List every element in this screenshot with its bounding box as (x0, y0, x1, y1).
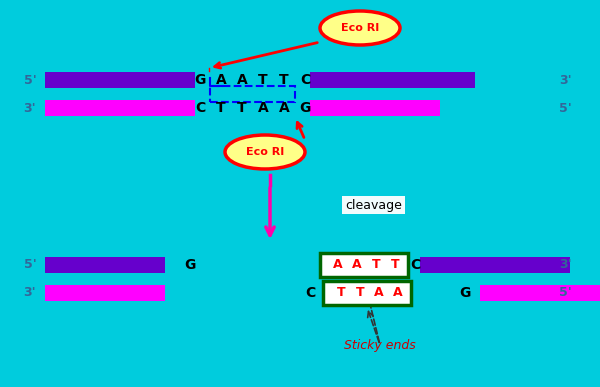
Text: G: G (299, 101, 311, 115)
Bar (480, 285, 600, 301)
Text: Eco RI: Eco RI (341, 23, 379, 33)
Bar (310, 72, 475, 88)
Bar (210, 86, 295, 102)
Text: A: A (278, 101, 289, 115)
Text: T: T (237, 101, 247, 115)
Bar (45, 285, 165, 301)
Text: C: C (300, 73, 310, 87)
Text: 3': 3' (559, 74, 571, 87)
Text: 5': 5' (559, 101, 571, 115)
Bar (320, 253, 408, 277)
Text: T: T (216, 101, 226, 115)
Text: A: A (374, 286, 384, 300)
Bar (420, 257, 570, 273)
Text: A: A (352, 259, 362, 272)
Text: A: A (215, 73, 226, 87)
Text: G: G (194, 73, 206, 87)
Text: A: A (257, 101, 268, 115)
Ellipse shape (320, 11, 400, 45)
Text: 5': 5' (23, 74, 37, 87)
Text: cleavage: cleavage (345, 199, 402, 212)
Text: C: C (305, 286, 315, 300)
Text: Eco RI: Eco RI (246, 147, 284, 157)
Text: 5': 5' (559, 286, 571, 300)
Text: A: A (393, 286, 403, 300)
Text: 3': 3' (23, 101, 37, 115)
Bar (45, 72, 195, 88)
Text: G: G (184, 258, 196, 272)
Bar (45, 100, 195, 116)
Text: 3': 3' (23, 286, 37, 300)
Text: Sticky ends: Sticky ends (344, 339, 416, 351)
Text: T: T (337, 286, 346, 300)
Bar (45, 257, 165, 273)
Bar (310, 100, 440, 116)
Text: T: T (258, 73, 268, 87)
Text: G: G (460, 286, 470, 300)
Text: T: T (371, 259, 380, 272)
Text: C: C (195, 101, 205, 115)
Text: C: C (410, 258, 420, 272)
Text: T: T (356, 286, 364, 300)
Ellipse shape (225, 135, 305, 169)
Bar (323, 281, 411, 305)
Text: 5': 5' (23, 259, 37, 272)
Text: T: T (391, 259, 400, 272)
Text: 3': 3' (559, 259, 571, 272)
Text: A: A (236, 73, 247, 87)
Text: A: A (333, 259, 343, 272)
Text: T: T (279, 73, 289, 87)
